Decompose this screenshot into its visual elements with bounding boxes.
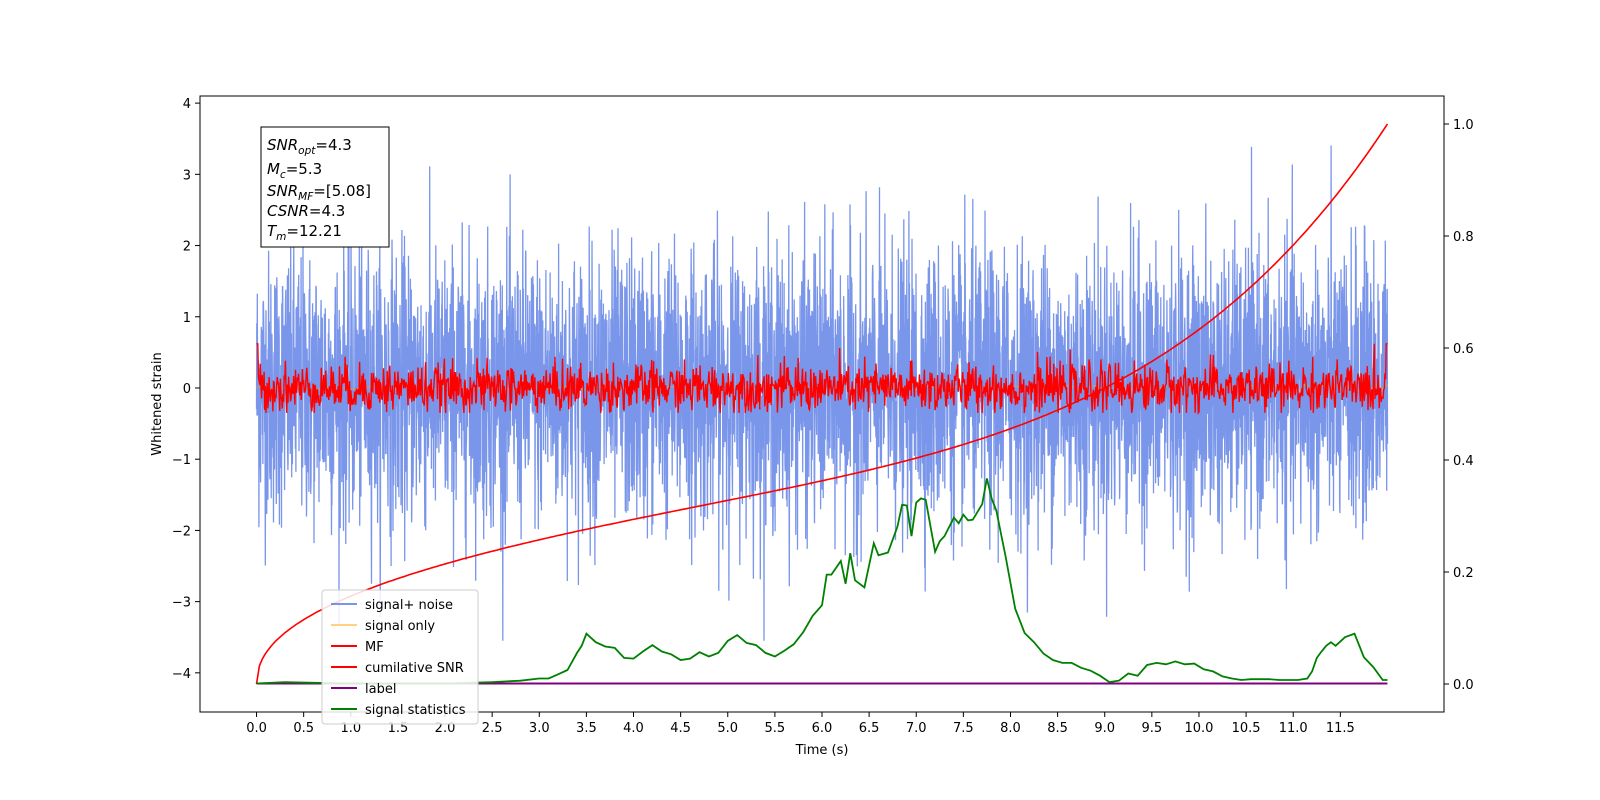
stats-annotation: SNRopt=4.3 Mc=5.3 SNRMF=[5.08] CSNR=4.3 … [260,126,390,248]
legend-label: signal+ noise [365,598,453,613]
legend-item-mf: MF [331,640,384,655]
series-line-signal-noise [255,145,1389,641]
legend-item-signal-statistics: signal statistics [331,703,466,718]
x-tick-label: 8.0 [1000,721,1021,736]
series-line-cumulative-snr [255,123,1389,685]
y2-tick-label: 0.4 [1453,454,1474,469]
annotation-line-snr-mf: SNRMF=[5.08] [267,182,371,203]
series-line-mf [256,343,1388,416]
y2-tick-label: 0.6 [1453,342,1474,357]
x-tick-label: 6.0 [812,721,833,736]
y-tick-label: 3 [183,168,191,183]
legend-label: signal only [365,619,435,634]
legend-item-signal-noise: signal+ noise [331,598,453,613]
annotation-line-tm: Tm=12.21 [267,222,342,243]
y-tick-label: −2 [172,524,191,539]
x-tick-label: 0.0 [246,721,267,736]
x-tick-label: 9.5 [1142,721,1163,736]
y-tick-label: −4 [172,667,191,682]
x-tick-label: 7.5 [953,721,974,736]
x-tick-label: 4.5 [670,721,691,736]
legend-item-label: label [331,682,396,697]
x-tick-label: 11.5 [1326,721,1355,736]
annotation-line-csnr: CSNR=4.3 [267,202,345,220]
legend-box [321,589,479,725]
x-axis-ticks: 0.0 0.5 1.0 1.5 2.0 2.5 3.0 3.5 4.0 4.5 5.0 5.5 6.0 6… [246,712,1355,736]
y2-tick-label: 0.0 [1453,678,1474,693]
x-tick-label: 2.5 [482,721,503,736]
y2-tick-label: 1.0 [1453,118,1474,133]
x-tick-label: 5.0 [717,721,738,736]
x-tick-label: 4.0 [623,721,644,736]
y2-axis-ticks: 1.0 0.8 0.6 0.4 0.2 0.0 [1444,118,1474,693]
annotation-line-snr-opt: SNRopt=4.3 [267,136,352,157]
signal-noise-layer [255,145,1389,641]
signal-statistics-layer [256,478,1388,685]
x-tick-label: 10.5 [1232,721,1261,736]
annotation-line-mc: Mc=5.3 [267,160,322,181]
y-axis-ticks: 4 3 2 1 0 −1 −2 −3 −4 [172,97,200,682]
x-tick-label: 9.0 [1094,721,1115,736]
mf-layer [256,343,1388,416]
x-tick-label: 5.5 [765,721,786,736]
series-line-signal-statistics [256,478,1388,685]
x-tick-label: 1.0 [340,721,361,736]
plot-area [255,123,1389,685]
y2-tick-label: 0.8 [1453,230,1474,245]
y-tick-label: −3 [172,596,191,611]
legend-label: signal statistics [365,703,466,718]
x-tick-label: 2.0 [435,721,456,736]
annotation-box [260,126,390,248]
y-tick-label: 2 [183,240,191,255]
y-tick-label: 4 [183,97,191,112]
cumulative-snr-layer [255,123,1389,685]
legend-item-cumulative-snr: cumilative SNR [331,661,464,676]
x-tick-label: 6.5 [859,721,880,736]
x-tick-label: 3.5 [576,721,597,736]
y-tick-label: 1 [183,311,191,326]
legend-label: label [365,682,396,697]
x-axis-label: Time (s) [795,743,849,758]
x-tick-label: 11.0 [1279,721,1308,736]
x-tick-label: 3.0 [529,721,550,736]
x-tick-label: 8.5 [1047,721,1068,736]
legend: signal+ noise signal only MF cumilative … [321,589,479,725]
x-tick-label: 1.5 [388,721,409,736]
legend-label: cumilative SNR [365,661,464,676]
x-tick-label: 7.0 [906,721,927,736]
y-tick-label: 0 [183,382,191,397]
x-tick-label: 10.0 [1184,721,1213,736]
legend-item-signal-only: signal only [331,619,435,634]
y2-tick-label: 0.2 [1453,566,1474,581]
x-tick-label: 0.5 [293,721,314,736]
y-axis-label: Whitened strain [150,352,165,455]
legend-label: MF [365,640,384,655]
y-tick-label: −1 [172,453,191,468]
